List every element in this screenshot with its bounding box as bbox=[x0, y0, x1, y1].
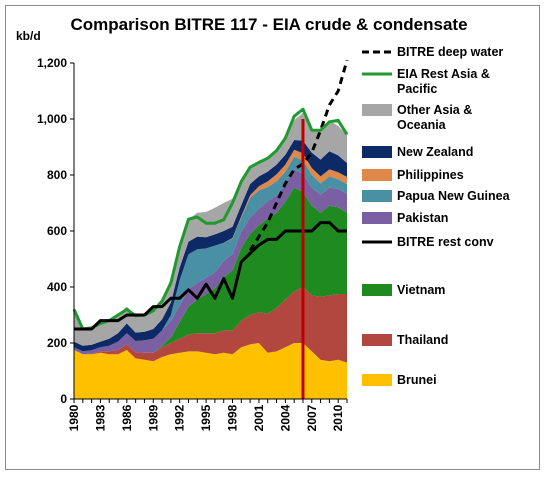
area-new-zealand bbox=[74, 140, 347, 352]
legend-label-bitre-deep-water: BITRE deep water bbox=[397, 45, 503, 59]
legend-swatch-philippines bbox=[362, 169, 392, 181]
stacked-areas bbox=[74, 112, 347, 399]
area-vietnam bbox=[74, 187, 347, 355]
legend-swatch-vietnam bbox=[362, 284, 392, 296]
legend-swatch-new-zealand bbox=[362, 146, 392, 158]
x-tick-label: 1995 bbox=[199, 404, 213, 431]
y-axis-label: kb/d bbox=[16, 29, 41, 43]
legend-swatch-papua-new-guinea bbox=[362, 190, 392, 202]
x-tick-label: 2007 bbox=[305, 404, 319, 431]
y-tick-label: 600 bbox=[47, 224, 67, 238]
area-brunei bbox=[74, 343, 347, 399]
x-tick-label: 1980 bbox=[67, 404, 81, 431]
legend-swatch-brunei bbox=[362, 374, 392, 386]
area-other-asia-oceania bbox=[74, 112, 347, 346]
legend-label-papua-new-guinea: Papua New Guinea bbox=[397, 189, 511, 203]
x-tick-label: 2010 bbox=[331, 404, 345, 431]
area-papua-new-guinea bbox=[74, 156, 347, 352]
line-eia-rest-asia-pacific bbox=[72, 107, 349, 331]
legend-label-philippines: Philippines bbox=[397, 168, 464, 182]
legend-label-thailand: Thailand bbox=[397, 333, 448, 347]
line-bitre-deep-water bbox=[248, 59, 349, 252]
legend-swatch-other-asia-oceania bbox=[362, 104, 392, 116]
y-tick-label: 400 bbox=[47, 280, 67, 294]
y-tick-label: 0 bbox=[60, 392, 67, 406]
legend-label-new-zealand: New Zealand bbox=[397, 145, 473, 159]
y-tick-label: 800 bbox=[47, 168, 67, 182]
chart-title: Comparison BITRE 117 - EIA crude & conde… bbox=[70, 15, 467, 34]
legend-swatch-thailand bbox=[362, 334, 392, 346]
legend-label-eia-rest-asia-pacific: EIA Rest Asia & Pacific bbox=[397, 67, 490, 96]
y-tick-label: 1,000 bbox=[37, 112, 67, 126]
area-thailand bbox=[74, 287, 347, 363]
y-tick-label: 1,200 bbox=[37, 56, 67, 70]
x-tick-label: 1992 bbox=[173, 404, 187, 431]
legend-label-brunei: Brunei bbox=[397, 373, 437, 387]
x-tick-label: 1998 bbox=[226, 404, 240, 431]
legend-label-pakistan: Pakistan bbox=[397, 211, 448, 225]
x-tick-label: 2001 bbox=[252, 404, 266, 431]
legend-label-vietnam: Vietnam bbox=[397, 283, 445, 297]
x-tick-label: 2004 bbox=[278, 404, 292, 431]
x-tick-label: 1983 bbox=[93, 404, 107, 431]
legend: BITRE deep water EIA Rest Asia & Pacific Ot… bbox=[362, 45, 511, 387]
y-tick-label: 200 bbox=[47, 336, 67, 350]
x-tick-label: 1986 bbox=[120, 404, 134, 431]
x-tick-label: 1989 bbox=[146, 404, 160, 431]
axes: 0 200 400 600 800 1,000 1,200 1980 1983 1986 1989 1… bbox=[37, 56, 348, 431]
legend-label-bitre-rest-conv: BITRE rest conv bbox=[397, 235, 494, 249]
legend-label-other-asia-oceania: Other Asia & Oceania bbox=[397, 103, 472, 132]
legend-swatch-pakistan bbox=[362, 212, 392, 224]
